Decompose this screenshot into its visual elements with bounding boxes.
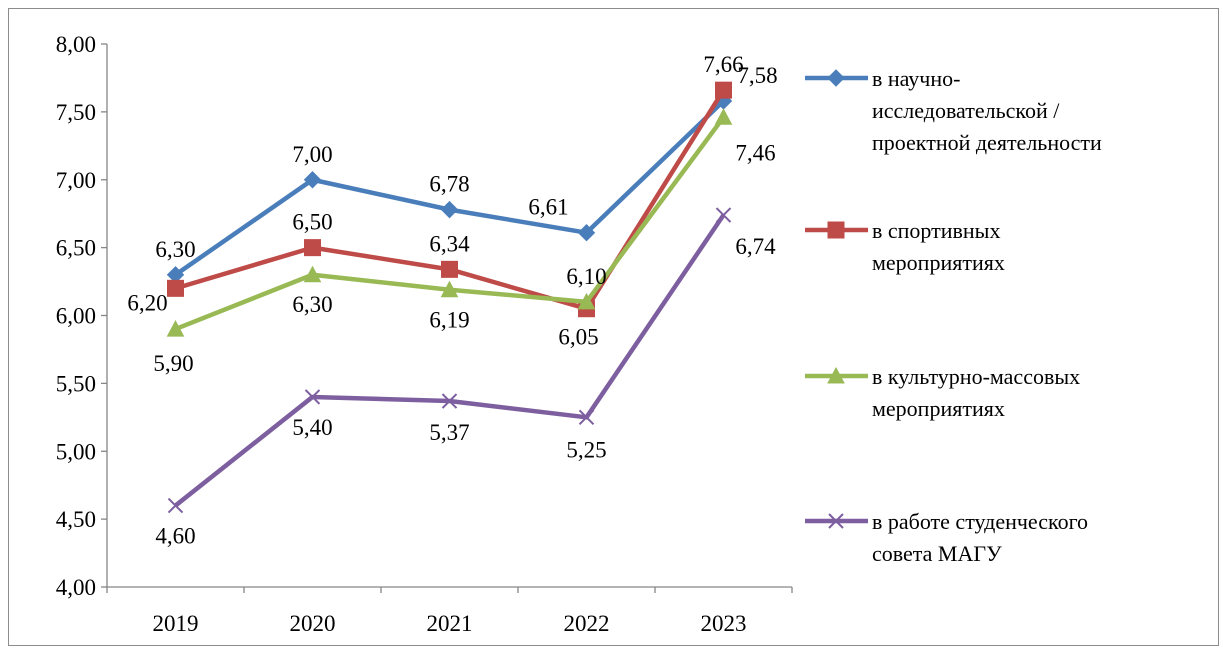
legend-marker	[827, 69, 845, 87]
series-3-point	[714, 108, 733, 125]
series-2-point	[304, 239, 321, 257]
x-tick-label: 2020	[290, 611, 336, 636]
series-4-line	[174, 213, 726, 508]
x-tick-label: 2021	[427, 611, 473, 636]
data-label: 5,40	[292, 415, 332, 440]
y-tick-label: 6,50	[56, 236, 96, 261]
series-4-point	[167, 497, 184, 514]
data-label: 7,58	[737, 63, 777, 88]
legend-item-1: в научно-исследовательской / проектной де…	[805, 66, 1102, 155]
legend-item-3: в культурно-массовых мероприятиях	[805, 364, 1080, 421]
series-1-point	[440, 200, 459, 219]
y-tick-label: 5,50	[56, 371, 96, 396]
data-label: 6,61	[528, 195, 568, 220]
data-label: 6,05	[558, 325, 598, 350]
legend-marker	[828, 513, 844, 529]
y-tick-label: 4,00	[56, 575, 96, 600]
series-2	[167, 81, 732, 318]
series-4	[167, 207, 732, 514]
data-label: 4,60	[155, 524, 195, 549]
series-3-point	[303, 265, 322, 283]
series-4-point	[441, 393, 458, 409]
series-3-point	[440, 280, 459, 298]
x-tick-label: 2022	[564, 611, 610, 636]
data-label: 6,30	[292, 292, 332, 317]
y-tick-label: 8,00	[56, 32, 96, 57]
legend-marker	[827, 221, 845, 239]
legend-label: мероприятиях	[872, 250, 1005, 275]
data-label: 6,78	[429, 172, 469, 197]
chart-frame	[8, 8, 1219, 646]
x-tick-label: 2019	[153, 611, 199, 636]
data-label: 6,50	[292, 210, 332, 235]
series-4-point	[304, 389, 321, 405]
data-label: 6,30	[155, 237, 195, 262]
legend-label: совета МАГУ	[872, 541, 1002, 566]
series-3-point	[577, 292, 596, 310]
series-1-point	[577, 223, 596, 242]
data-label: 5,37	[429, 420, 469, 445]
series-3-point	[166, 320, 185, 337]
data-label: 6,19	[429, 308, 469, 333]
legend-label: в научно-	[872, 66, 960, 91]
legend-label: исследовательской /	[872, 98, 1060, 123]
data-label: 7,66	[703, 52, 743, 77]
legend-label: в культурно-массовых	[872, 364, 1080, 389]
data-label: 7,00	[292, 142, 332, 167]
y-tick-label: 7,00	[56, 168, 96, 193]
data-label: 7,46	[735, 140, 775, 165]
legend-label: мероприятиях	[872, 396, 1005, 421]
data-label: 5,25	[566, 437, 606, 462]
series-4-point	[578, 409, 595, 426]
legend-label: в спортивных	[872, 218, 1000, 243]
data-label: 6,34	[429, 231, 470, 256]
legend-marker	[827, 366, 845, 384]
series-4-point	[715, 207, 732, 223]
series-3	[166, 108, 733, 337]
y-tick-label: 7,50	[56, 100, 96, 125]
series-1-point	[303, 171, 322, 189]
y-tick-label: 6,00	[56, 304, 96, 329]
series-2-point	[441, 260, 458, 278]
series-2-point	[167, 279, 184, 297]
data-label: 6,10	[566, 264, 606, 289]
y-tick-label: 4,50	[56, 507, 96, 532]
series-2-point	[715, 81, 732, 99]
data-label: 5,90	[153, 351, 193, 376]
data-label: 6,74	[735, 234, 776, 259]
legend-item-4: в работе студенческого совета МАГУ	[805, 509, 1088, 566]
y-tick-label: 5,00	[56, 439, 96, 464]
data-label: 6,20	[127, 290, 167, 315]
legend-label: проектной деятельности	[872, 130, 1102, 155]
legend-item-2: в спортивных мероприятиях	[805, 218, 1005, 275]
x-tick-label: 2023	[701, 611, 747, 636]
legend-label: в работе студенческого	[872, 509, 1088, 534]
